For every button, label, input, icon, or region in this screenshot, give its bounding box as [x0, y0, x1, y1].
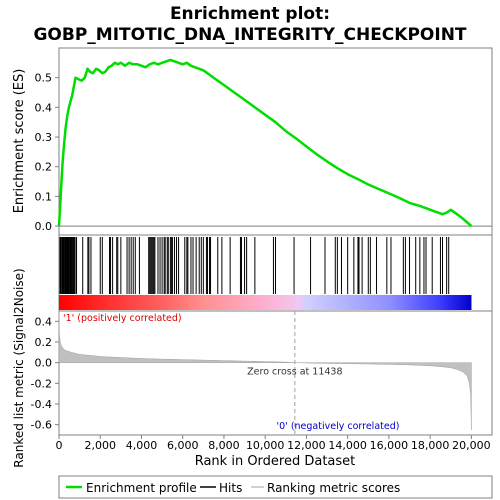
es-y-tick-label: 0.2	[35, 161, 53, 174]
ranked-y-tick-label: 0.2	[35, 336, 53, 349]
chart-title-line2: GOBP_MITOTIC_DNA_INTEGRITY_CHECKPOINT	[33, 25, 466, 45]
ranking-metric-area	[58, 310, 472, 430]
x-tick-label: 20,000	[452, 439, 491, 452]
legend-label-hits: Hits	[219, 481, 242, 495]
hits-panel	[58, 234, 493, 312]
x-tick-label: 16,000	[370, 439, 409, 452]
x-tick-label: 12,000	[287, 439, 326, 452]
x-axis-label: Rank in Ordered Dataset	[195, 454, 356, 469]
legend-label-enrichment-profile: Enrichment profile	[86, 481, 197, 495]
legend: Enrichment profile Hits Ranking metric s…	[58, 475, 493, 499]
ranked-y-tick-label: -0.6	[31, 419, 52, 432]
ranked-y-tick-label: 0.0	[35, 357, 53, 370]
negative-correlation-label: '0' (negatively correlated)	[277, 421, 400, 432]
x-tick-label: 8,000	[208, 439, 240, 452]
zero-cross-label: Zero cross at 11438	[247, 367, 342, 378]
x-tick-label: 4,000	[126, 439, 158, 452]
positive-correlation-label: '1' (positively correlated)	[63, 313, 182, 324]
es-panel-frame	[58, 47, 493, 236]
es-curve	[57, 58, 473, 228]
x-tick-label: 0	[56, 439, 63, 452]
x-tick-label: 14,000	[328, 439, 367, 452]
es-y-tick-label: 0.3	[35, 131, 53, 144]
legend-label-ranking-metric: Ranking metric scores	[267, 481, 400, 495]
ranked-metric-panel: Zero cross at 11438 '1' (positively corr…	[12, 268, 493, 469]
chart-title-line1: Enrichment plot:	[170, 4, 330, 24]
es-y-tick-label: 0.5	[35, 72, 53, 85]
ranked-y-tick-label: 0.4	[35, 315, 53, 328]
x-tick-label: 2,000	[84, 439, 116, 452]
es-y-axis: 0.0 0.1 0.2 0.3 0.4 0.5	[35, 72, 59, 233]
x-tick-label: 10,000	[246, 439, 285, 452]
es-y-tick-label: 0.4	[35, 101, 53, 114]
es-panel: 0.0 0.1 0.2 0.3 0.4 0.5 Enrichment score (ES)	[12, 47, 493, 236]
ranked-panel-frame	[58, 310, 493, 436]
x-tick-label: 6,000	[167, 439, 199, 452]
ranked-y-axis: 0.4 0.2 0.0 -0.2 -0.4 -0.6	[31, 315, 59, 432]
legend-frame	[58, 475, 493, 499]
es-y-tick-label: 0.0	[35, 220, 53, 233]
ranked-y-axis-label: Ranked list metric (Signal2Noise)	[12, 268, 26, 467]
es-y-tick-label: 0.1	[35, 190, 53, 203]
ranked-y-tick-label: -0.4	[31, 398, 52, 411]
es-y-axis-label: Enrichment score (ES)	[12, 69, 27, 214]
x-tick-label: 18,000	[411, 439, 450, 452]
ranked-y-tick-label: -0.2	[31, 377, 52, 390]
x-axis: 0 2,000 4,000 6,000 8,000 10,000 12,000 14,000 1…	[56, 435, 491, 452]
rank-color-bar	[59, 295, 472, 310]
